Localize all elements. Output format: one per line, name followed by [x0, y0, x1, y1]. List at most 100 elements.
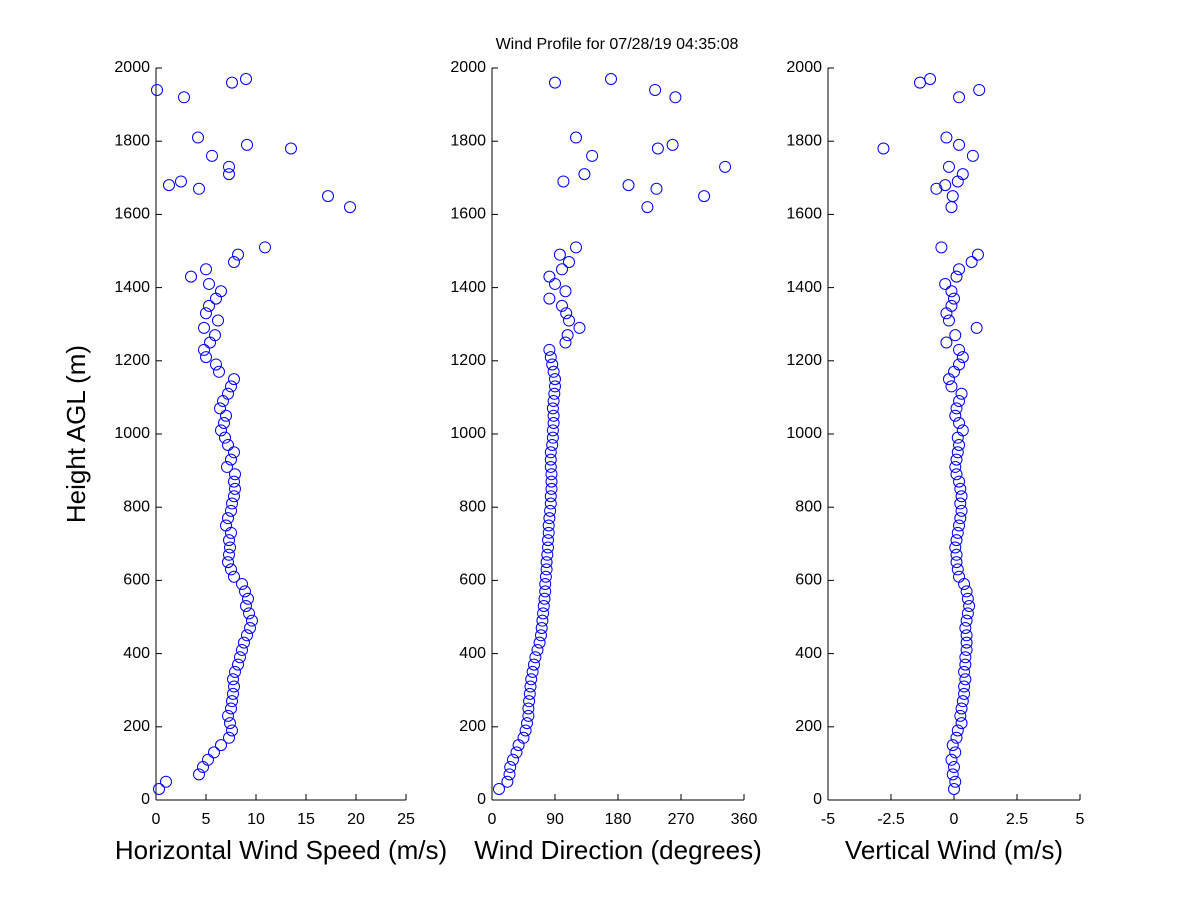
point [950, 468, 963, 481]
point [666, 138, 679, 151]
point [959, 673, 972, 686]
point [203, 277, 215, 290]
point [243, 607, 255, 620]
point [960, 643, 973, 656]
point [955, 490, 968, 503]
point [538, 592, 551, 605]
x-tick-label: 25 [397, 811, 415, 828]
point [549, 380, 561, 393]
point [970, 321, 983, 334]
point [546, 424, 559, 437]
point [229, 468, 241, 481]
point [236, 578, 248, 591]
point [960, 614, 973, 627]
point [222, 512, 234, 525]
point [950, 534, 963, 547]
point [935, 241, 948, 254]
point [215, 285, 227, 298]
point [956, 168, 969, 181]
point [959, 621, 972, 634]
point [222, 438, 234, 451]
point [954, 497, 967, 510]
y-tick-label: 1800 [786, 132, 822, 149]
point [939, 179, 952, 192]
point [959, 651, 972, 664]
point [198, 321, 210, 334]
point [202, 753, 214, 766]
point [549, 76, 561, 89]
point [578, 168, 591, 181]
point [545, 475, 558, 488]
point [219, 431, 231, 444]
x-tick-label: 10 [247, 811, 265, 828]
point [954, 512, 967, 525]
x-axis-label: Wind Direction (degrees) [474, 835, 762, 865]
point [605, 72, 617, 85]
y-tick-label: 1800 [450, 132, 486, 149]
point [939, 277, 952, 290]
x-tick-label: -5 [821, 811, 835, 828]
point [649, 83, 662, 96]
point [221, 460, 233, 473]
point [225, 453, 237, 466]
point [622, 179, 635, 192]
y-tick-label: 800 [459, 498, 486, 515]
point [229, 482, 241, 495]
point [522, 702, 535, 715]
point [213, 365, 225, 378]
point [953, 519, 966, 532]
x-tick-label: 5 [1076, 811, 1085, 828]
point [228, 446, 240, 459]
y-axis-label: Height AGL (m) [61, 345, 91, 523]
point [945, 299, 958, 312]
y-tick-label: 400 [795, 645, 822, 662]
x-tick-label: 0 [488, 811, 497, 828]
point [960, 636, 973, 649]
point [232, 658, 244, 671]
point [553, 248, 566, 261]
point [528, 658, 540, 671]
point [163, 179, 175, 192]
point [543, 292, 556, 305]
point [877, 142, 890, 155]
point [945, 285, 958, 298]
point [953, 438, 966, 451]
point [220, 409, 232, 422]
point [519, 724, 532, 737]
point [200, 351, 212, 364]
point [556, 299, 568, 312]
point [259, 241, 271, 254]
point [556, 263, 568, 276]
point [950, 731, 963, 744]
point [950, 548, 963, 561]
point [698, 190, 711, 203]
point [193, 182, 205, 195]
point [160, 775, 172, 788]
point [570, 241, 582, 254]
point [949, 746, 962, 759]
point [956, 351, 969, 364]
point [961, 607, 974, 620]
point [540, 556, 553, 569]
point [203, 299, 215, 312]
point [175, 175, 187, 188]
x-tick-label: 5 [202, 811, 211, 828]
point [220, 519, 232, 532]
x-tick-label: 0 [152, 811, 161, 828]
point [522, 709, 535, 722]
point [224, 541, 236, 554]
point [950, 556, 963, 569]
point [958, 687, 971, 700]
point [541, 548, 554, 561]
point [940, 131, 953, 144]
point [223, 168, 235, 181]
point [930, 182, 943, 195]
point [228, 255, 240, 268]
point [953, 358, 966, 371]
point [285, 142, 297, 155]
point [239, 585, 251, 598]
point [545, 482, 558, 495]
point [960, 629, 973, 642]
